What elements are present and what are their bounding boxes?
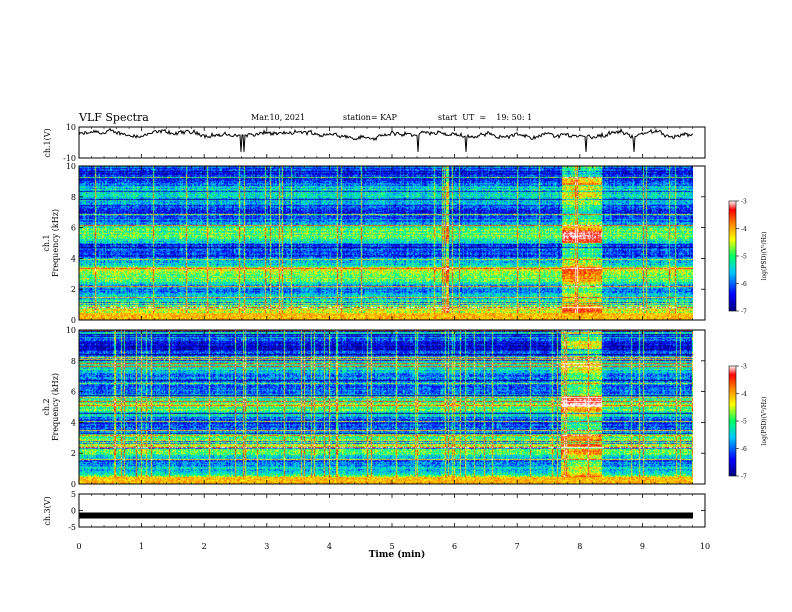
colorbar-tick: -6 — [741, 281, 747, 288]
colorbar-tick: -7 — [741, 474, 747, 481]
x-tick-label: 9 — [640, 542, 645, 551]
x-tick-label: 2 — [202, 542, 207, 551]
date-label: Mar.10, 2021 — [251, 113, 306, 122]
ch1-spectro-ytick: 4 — [71, 254, 76, 263]
ch2-spectro-ytick: 8 — [71, 357, 76, 366]
ch3-ytick: 5 — [71, 490, 76, 499]
ch2-spectro-ytick: 10 — [66, 326, 76, 335]
ch3-ytick: 0 — [71, 507, 76, 516]
ch1-spectrogram — [79, 166, 693, 320]
ch1-spectro-ytick: 8 — [71, 193, 76, 202]
x-tick-label: 0 — [76, 542, 81, 551]
ch1-waveform-panel: 10 -10 ch.1(V) — [43, 123, 706, 163]
ch1-spectro-ytick: 2 — [71, 285, 76, 294]
colorbar-tick: -4 — [741, 226, 747, 233]
ch2-spectro-ylabel-b: Frequency (kHz) — [51, 373, 60, 441]
colorbar-tick: -3 — [741, 199, 747, 206]
ch2-spectro-ytick: 0 — [71, 480, 76, 489]
station-label: station= KAP — [343, 113, 397, 122]
colorbar-tick: -4 — [741, 391, 747, 398]
colorbar-tick: -5 — [741, 254, 747, 261]
ch2-spectrogram — [79, 330, 693, 484]
x-axis-label: Time (min) — [369, 549, 426, 560]
ch3-ylabel: ch.3(V) — [43, 496, 52, 525]
ch1-trace — [78, 127, 694, 152]
ch2-spectro-ytick: 2 — [71, 449, 76, 458]
x-tick-label: 5 — [389, 542, 394, 551]
ch3-waveform-panel: 5 0 -5 ch.3(V) — [43, 490, 706, 532]
ch1-spectro-ytick: 6 — [71, 224, 76, 233]
colorbar-tick: -5 — [741, 419, 747, 426]
ch1-spectro-ylabel-b: Frequency (kHz) — [51, 209, 60, 277]
ch2-spectro-ytick: 4 — [71, 418, 76, 427]
ch2-spectro-ylabel-a: ch.2 — [42, 398, 51, 415]
time-axis: 0 1 2 3 4 5 6 7 8 9 10 — [76, 127, 710, 551]
x-tick-label: 4 — [327, 542, 332, 551]
x-tick-label: 1 — [139, 542, 144, 551]
ch1-spectro-ytick: 0 — [71, 316, 76, 325]
ch3-ytick: -5 — [68, 523, 76, 532]
x-tick-label: 6 — [452, 542, 457, 551]
ch3-trace — [79, 512, 693, 519]
colorbar-tick: -3 — [741, 364, 747, 371]
x-tick-label: 10 — [700, 542, 710, 551]
x-tick-label: 7 — [515, 542, 520, 551]
ch1-ytick: -10 — [63, 154, 76, 163]
x-tick-label: 8 — [577, 542, 582, 551]
ch1-spectro-ylabel-a: ch.1 — [42, 234, 51, 251]
chart-title: VLF Spectra — [79, 111, 149, 124]
ch1-ytick: 10 — [66, 123, 76, 132]
ch1-ylabel: ch.1(V) — [43, 128, 52, 157]
colorbar-tick: -7 — [741, 309, 747, 316]
ch1-colorbar-label: log(PSD)(V²/Hz) — [761, 232, 768, 281]
start-time-label: start UT = 19: 50: 1 — [438, 113, 533, 122]
x-tick-label: 3 — [264, 542, 269, 551]
ch1-spectro-ytick: 10 — [66, 162, 76, 171]
ch2-colorbar — [728, 365, 737, 477]
colorbar-tick: -6 — [741, 446, 747, 453]
ch1-colorbar — [728, 200, 737, 312]
ch2-spectro-ytick: 6 — [71, 388, 76, 397]
ch2-colorbar-label: log(PSD)(V²/Hz) — [761, 397, 768, 446]
